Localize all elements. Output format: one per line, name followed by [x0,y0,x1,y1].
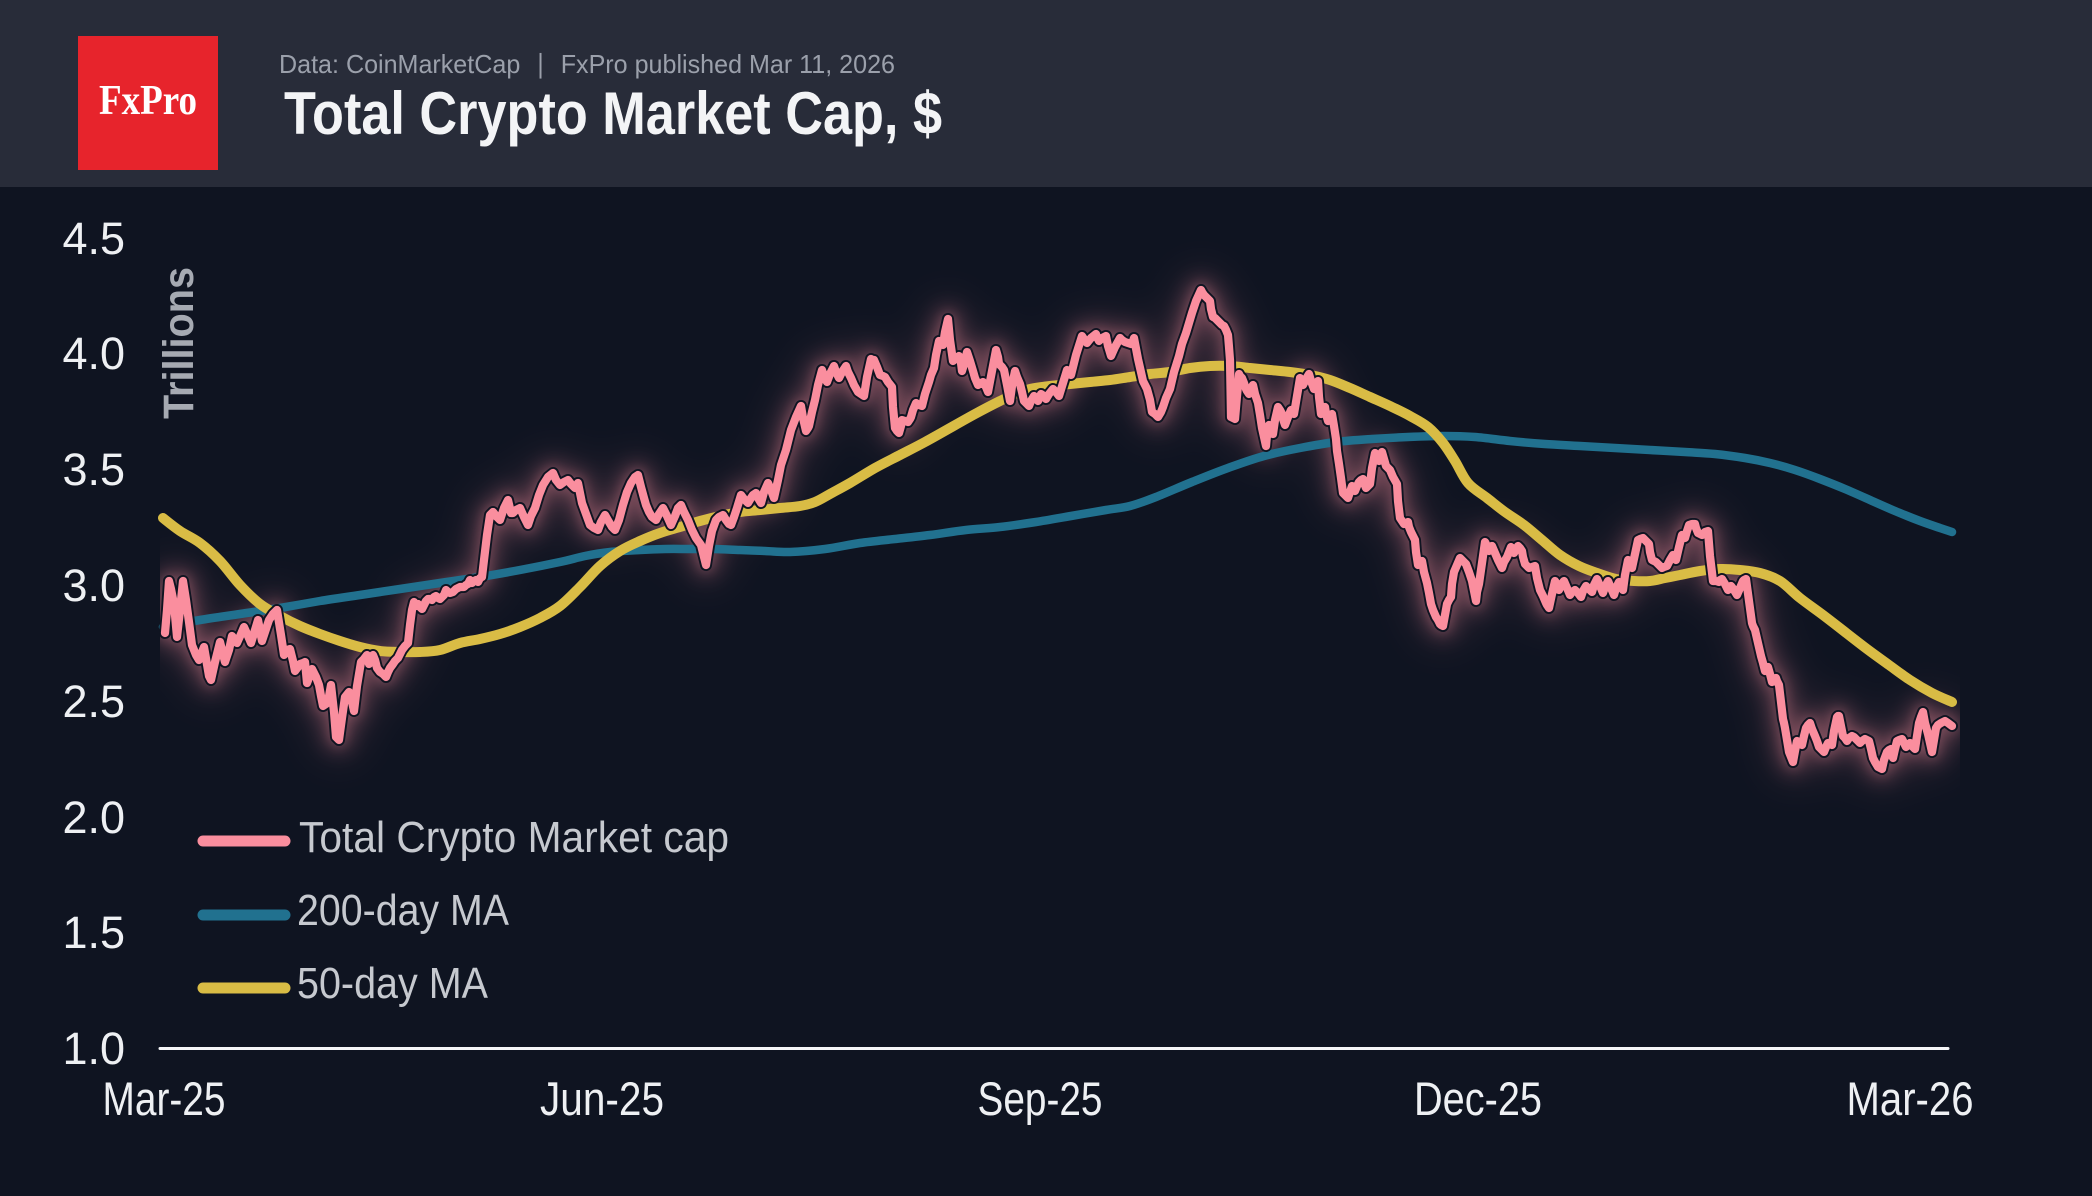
svg-text:200-day MA: 200-day MA [297,886,510,935]
svg-text:1.5: 1.5 [62,907,125,958]
svg-text:2.5: 2.5 [62,676,125,727]
svg-text:Mar-26: Mar-26 [1847,1072,1974,1125]
svg-text:3.0: 3.0 [62,560,125,611]
svg-text:Mar-25: Mar-25 [103,1072,226,1125]
svg-text:2.0: 2.0 [62,792,125,843]
svg-text:1.0: 1.0 [62,1023,125,1074]
svg-text:Total Crypto Market cap: Total Crypto Market cap [299,813,729,862]
svg-text:4.5: 4.5 [62,213,125,264]
svg-text:Trillions: Trillions [155,267,203,419]
svg-text:Data: CoinMarketCap ∣ FxPro: Data: CoinMarketCap ∣ FxPro published Ma… [279,49,895,79]
svg-text:FxPro: FxPro [99,78,197,124]
svg-text:Total Crypto Market Cap, $: Total Crypto Market Cap, $ [284,80,942,147]
svg-text:Jun-25: Jun-25 [540,1072,664,1125]
svg-text:Dec-25: Dec-25 [1414,1072,1542,1125]
svg-text:3.5: 3.5 [62,444,125,495]
svg-text:4.0: 4.0 [62,328,125,379]
svg-text:Sep-25: Sep-25 [978,1072,1103,1125]
svg-text:50-day MA: 50-day MA [297,959,489,1008]
